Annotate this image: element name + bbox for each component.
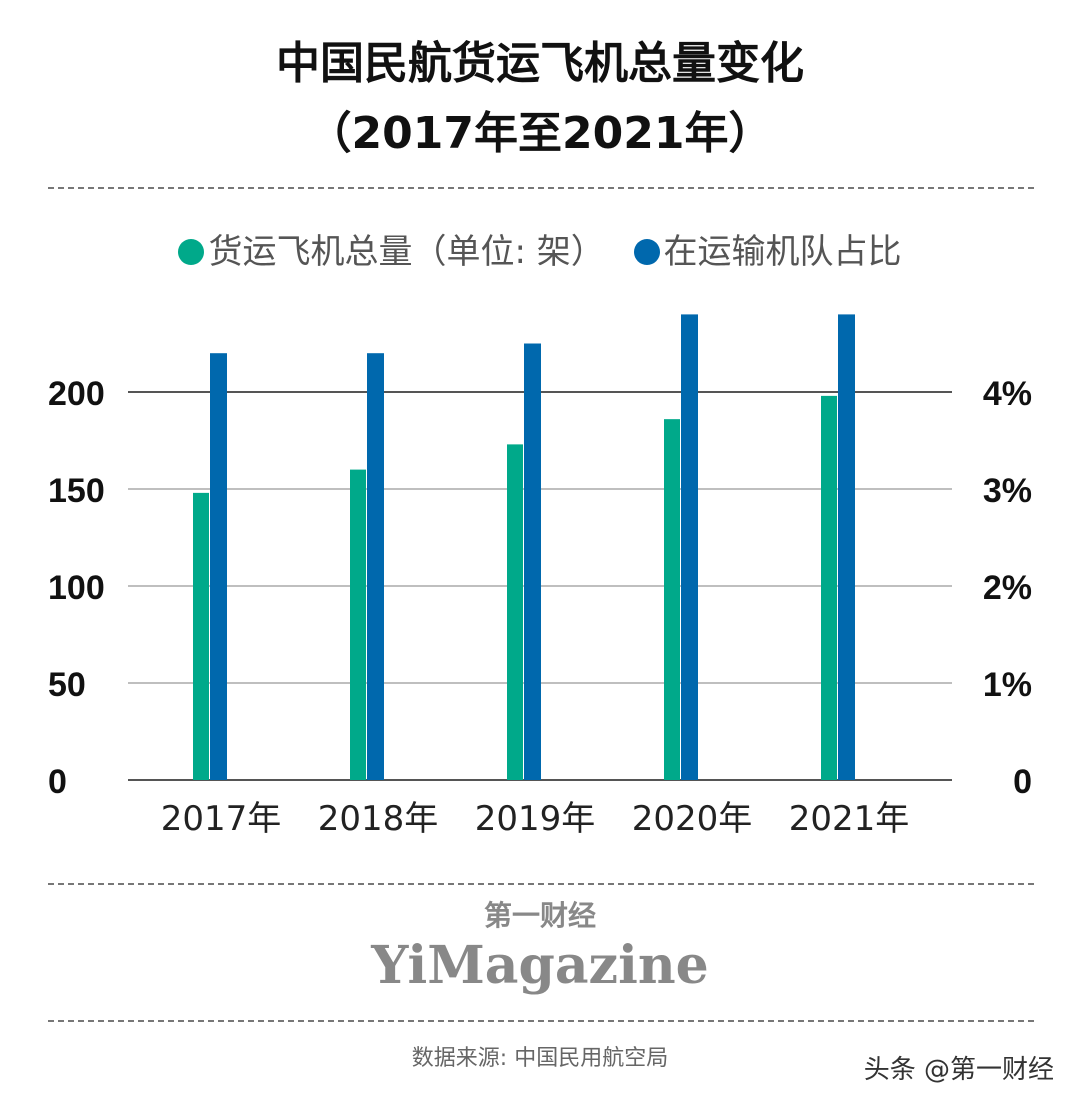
bar-count [821,395,837,780]
logo-cn: 第一财经 [483,899,596,932]
bar-count [664,419,680,780]
legend-dot-green [178,239,205,265]
divider [48,883,1034,885]
x-tick: 2021年 [789,799,910,839]
divider [48,187,1034,189]
y-left-tick: 150 [48,472,105,510]
legend-label-count: 货运飞机总量（单位: 架） [208,232,605,272]
bar-count [193,492,209,780]
watermark: 头条 @第一财经 [863,1055,1054,1085]
x-tick: 2020年 [632,799,753,839]
y-right-tick: 4% [983,375,1032,413]
legend-label-share: 在运输机队占比 [663,232,902,272]
y-left-tick: 0 [48,763,67,801]
y-right-tick: 0 [1013,763,1032,801]
x-tick: 2018年 [318,799,439,839]
legend-dot-blue [633,239,660,265]
y-left-tick: 200 [48,375,105,413]
y-left-tick: 100 [48,569,105,607]
divider [48,1020,1034,1022]
bar-share [524,343,541,780]
chart-subtitle: （2017年至2021年） [307,108,773,159]
chart: 0 0 50 1% 100 2% 150 3% 200 4% 2017年 2018年 2019年 2020… [48,314,1032,839]
y-right-tick: 1% [983,666,1032,704]
source-note: 数据来源: 中国民用航空局 [411,1046,669,1071]
bar-share [681,314,698,780]
y-right-tick: 2% [983,569,1032,607]
x-tick: 2017年 [161,799,282,839]
logo-en: YiMagazine [371,935,709,996]
bar-count [350,469,366,780]
bar-share [210,353,227,780]
bar-share [367,353,384,780]
legend: 货运飞机总量（单位: 架） 在运输机队占比 [0,230,1080,274]
y-left-tick: 50 [48,666,86,704]
chart-title: 中国民航货运飞机总量变化 [276,38,804,89]
x-tick: 2019年 [475,799,596,839]
y-right-tick: 3% [983,472,1032,510]
bar-share [838,314,855,780]
bar-count [507,444,523,780]
